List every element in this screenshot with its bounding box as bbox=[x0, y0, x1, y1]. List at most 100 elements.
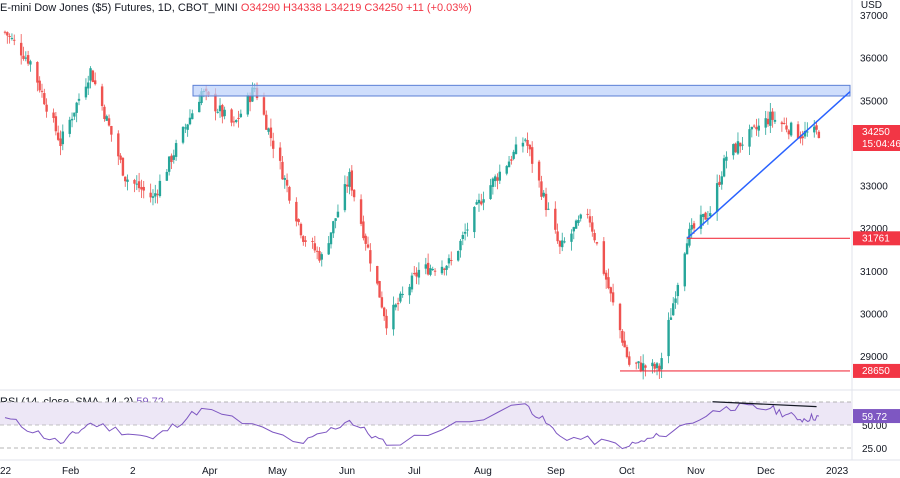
candle-body bbox=[172, 155, 175, 160]
candle-body bbox=[87, 82, 90, 89]
candle-body bbox=[352, 189, 356, 198]
candle-body bbox=[491, 178, 495, 187]
candle-body bbox=[313, 243, 317, 251]
time-tick-label: Sep bbox=[547, 466, 565, 477]
candle-body bbox=[766, 118, 770, 125]
candle-body bbox=[637, 361, 640, 364]
candle-body bbox=[732, 144, 735, 156]
candle-body bbox=[572, 227, 575, 232]
candle-body bbox=[750, 126, 754, 130]
candle-body bbox=[200, 91, 203, 104]
candle-body bbox=[725, 156, 728, 161]
candle-body bbox=[302, 236, 305, 242]
candle-body bbox=[537, 161, 541, 181]
candle-body bbox=[699, 214, 703, 229]
price-tick-label: 36000 bbox=[860, 54, 888, 65]
rsi-line bbox=[4, 402, 820, 450]
candle-body bbox=[524, 139, 527, 141]
candle-body bbox=[24, 57, 28, 59]
candle-body bbox=[674, 298, 677, 303]
rsi-band bbox=[0, 402, 852, 425]
candle-body bbox=[186, 124, 189, 130]
candle-body bbox=[3, 31, 7, 33]
candle-body bbox=[748, 129, 751, 147]
candle-body bbox=[170, 155, 173, 163]
candle-body bbox=[281, 161, 284, 180]
candle-body bbox=[297, 219, 300, 223]
rsi-divergence-line[interactable] bbox=[712, 401, 817, 408]
candle-body bbox=[715, 183, 719, 212]
candle-body bbox=[380, 297, 384, 308]
rsi-tick-label: 25.00 bbox=[862, 444, 887, 455]
candle-body bbox=[91, 70, 95, 83]
candle-body bbox=[61, 131, 65, 145]
candle-body bbox=[595, 242, 599, 244]
candle-body bbox=[644, 365, 647, 368]
current-price-tag-text: 34250 bbox=[862, 127, 890, 138]
candle-body bbox=[385, 315, 388, 329]
candle-body bbox=[785, 125, 788, 130]
candle-body bbox=[604, 272, 608, 280]
candle-body bbox=[655, 363, 659, 369]
candle-body bbox=[505, 166, 508, 174]
candle-body bbox=[440, 266, 444, 274]
candle-body bbox=[739, 142, 742, 147]
candle-body bbox=[22, 55, 25, 59]
candle-body bbox=[184, 127, 187, 129]
candle-body bbox=[133, 179, 136, 184]
candle-body bbox=[394, 304, 397, 308]
candle-body bbox=[653, 364, 656, 369]
candle-body bbox=[401, 293, 404, 295]
candle-body bbox=[512, 151, 515, 159]
candle-body bbox=[158, 180, 162, 197]
candle-body bbox=[93, 80, 97, 85]
candle-body bbox=[126, 179, 129, 182]
support-trendline[interactable] bbox=[686, 91, 851, 239]
candle-body bbox=[248, 95, 252, 103]
candle-body bbox=[45, 104, 48, 112]
candle-body bbox=[181, 126, 185, 143]
candle-body bbox=[685, 243, 689, 255]
candle-body bbox=[817, 131, 821, 138]
resistance-zone[interactable] bbox=[192, 84, 851, 97]
candle-body bbox=[137, 181, 141, 189]
candle-body bbox=[574, 220, 578, 229]
candle-body bbox=[283, 178, 286, 180]
candle-body bbox=[496, 177, 499, 181]
candle-body bbox=[151, 196, 155, 198]
candle-body bbox=[771, 111, 774, 120]
candle-body bbox=[690, 225, 693, 230]
price-tick-label: 35000 bbox=[860, 96, 888, 107]
candle-body bbox=[315, 250, 319, 252]
candle-body bbox=[6, 32, 9, 36]
candle-body bbox=[477, 199, 481, 204]
overlays-group bbox=[192, 84, 851, 372]
candle-body bbox=[623, 340, 626, 348]
candle-body bbox=[359, 199, 363, 224]
candle-body bbox=[399, 293, 402, 302]
symbol-title[interactable]: E-mini Dow Jones ($5) Futures, 1D, CBOT_… bbox=[0, 2, 238, 14]
candle-body bbox=[602, 241, 606, 274]
candle-body bbox=[607, 277, 610, 289]
candle-body bbox=[332, 221, 335, 234]
candle-body bbox=[103, 106, 106, 119]
candle-body bbox=[789, 122, 793, 136]
candle-body bbox=[345, 184, 349, 187]
rsi-value-tag-text: 59.72 bbox=[862, 412, 887, 423]
candle-body bbox=[38, 80, 41, 91]
candle-body bbox=[815, 125, 818, 130]
time-tick-label: Aug bbox=[474, 466, 492, 477]
candle-body bbox=[704, 212, 707, 220]
candle-body bbox=[692, 223, 696, 229]
candle-body bbox=[542, 192, 545, 197]
candle-body bbox=[75, 102, 78, 113]
candle-body bbox=[214, 93, 217, 112]
candle-body bbox=[641, 363, 645, 372]
candle-body bbox=[741, 144, 744, 146]
time-tick-label: 2 bbox=[130, 466, 136, 477]
candle-body bbox=[110, 125, 113, 135]
candle-body bbox=[223, 109, 226, 117]
candle-body bbox=[702, 213, 705, 217]
candle-body bbox=[56, 132, 60, 140]
